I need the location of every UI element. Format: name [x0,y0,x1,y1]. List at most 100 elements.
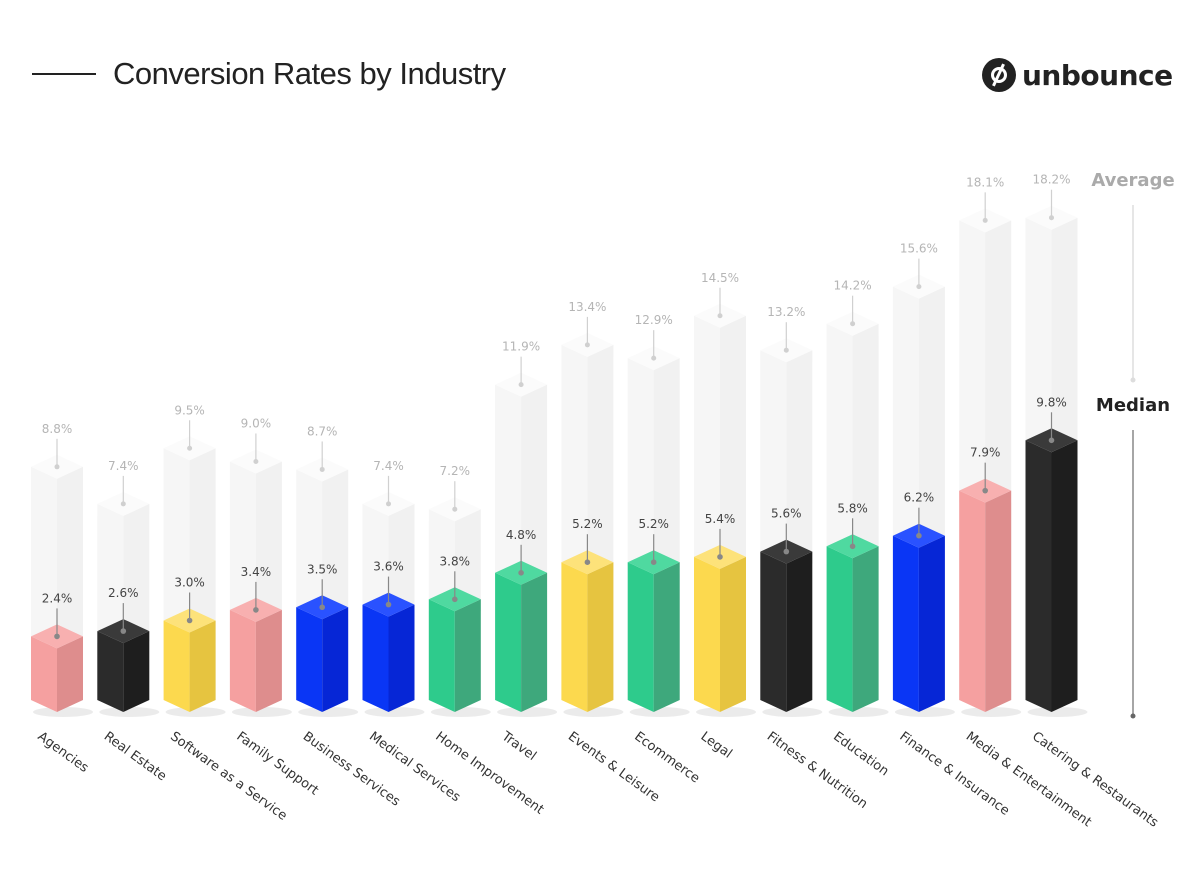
bar-group: 12.9%5.2%Ecommerce [627,313,702,786]
average-label: 7.4% [373,459,404,473]
median-dot [253,607,259,613]
bar-shadow [298,707,359,717]
median-bar-front [892,535,919,712]
category-label: Home Improvement [432,729,546,818]
bar-shadow [961,707,1022,717]
bar-shadow [894,707,955,717]
median-dot [982,487,988,494]
average-label: 18.1% [966,175,1004,189]
median-bar-front [495,572,522,712]
bar-shadow [563,707,624,717]
unbounce-logo: unbounce [982,58,1173,92]
bar-group: 13.2%5.6%Fitness & Nutrition [760,305,870,812]
average-dot [850,321,856,327]
category-label: Media & Entertainment [963,729,1094,830]
average-label: 13.4% [568,300,606,314]
median-label: 5.2% [638,517,669,531]
median-dot [452,596,458,603]
median-bar-front [296,607,323,712]
median-bar-side [653,562,680,712]
average-label: 15.6% [900,242,938,256]
category-label: Catering & Restaurants [1029,729,1161,831]
median-dot [916,532,922,539]
average-label: 7.4% [108,459,139,473]
median-bar-side [985,490,1012,712]
median-label: 3.6% [373,560,404,574]
median-label: 6.2% [904,491,935,505]
average-dot [783,347,789,353]
bar-shadow [165,707,226,717]
median-dot [385,601,392,608]
median-bar-front [163,620,190,712]
category-label: Real Estate [101,729,169,784]
median-bar-front [760,551,787,712]
average-label: 13.2% [767,305,805,319]
average-dot [386,501,391,507]
average-dot [319,466,325,472]
median-dot [849,543,856,550]
bar-group: 14.5% 5.4% Legal [694,271,756,762]
median-bar-side [123,631,150,712]
bar-group: 14.2% 5.8% Education [826,279,891,779]
median-bar-front [97,631,124,712]
bar-shadow [364,707,425,717]
median-bar-side [720,556,746,712]
median-label: 3.8% [440,554,471,568]
title-rule [32,73,96,75]
median-bar-front [561,562,588,712]
median-label: 5.2% [572,517,603,531]
average-label: 8.8% [42,422,73,436]
category-label: Finance & Insurance [897,729,1013,819]
median-bar-side [521,572,548,712]
median-label: 2.6% [108,586,139,600]
median-bar-side [57,636,83,712]
bar-shadow [696,707,756,717]
average-label: 9.0% [241,417,272,431]
legend-average-dot [1130,377,1136,383]
bar-group: 7.4% 2.6% Real Estate [97,459,169,784]
unbounce-logo-icon [982,58,1016,92]
median-dot [584,559,591,565]
median-label: 5.6% [771,507,802,521]
average-dot [916,284,922,290]
median-label: 2.4% [42,591,73,605]
median-bar-side [1051,440,1078,712]
average-dot [651,355,657,361]
median-bar-side [786,551,813,712]
median-bar-side [255,609,282,712]
median-label: 7.9% [970,446,1001,460]
median-bar-front [31,636,57,712]
average-dot [717,313,723,319]
average-label: 11.9% [502,340,540,354]
bars-group: 8.8% 2.4% Agencies 7.4% 2.6% Real Estate 9.5% 3… [31,173,1161,831]
median-bar-front [362,604,389,712]
bar-shadow [629,707,690,717]
median-label: 5.4% [705,512,736,526]
legend-average: Average [1091,170,1174,191]
average-dot [452,506,458,512]
average-label: 14.5% [701,271,739,285]
median-bar-side [852,546,879,712]
bar-group: 11.9% 4.8% Travel [495,340,558,764]
legend-median-dot [1130,713,1136,719]
average-label: 9.5% [174,403,205,417]
logo-text: unbounce [1022,58,1173,92]
average-label: 18.2% [1032,173,1070,187]
average-dot [1049,215,1054,221]
median-bar-front [229,609,256,712]
average-label: 7.2% [440,464,471,478]
bar-shadow [33,707,93,717]
median-bar-front [1025,440,1052,712]
median-bar-front [694,556,720,712]
median-bar-side [322,607,349,712]
average-dot [518,382,524,388]
median-dot [54,633,60,640]
average-dot [584,342,590,348]
median-bar-front [959,490,986,712]
median-dot [120,628,127,634]
average-label: 14.2% [834,279,872,293]
median-dot [518,570,524,576]
average-dot [120,501,126,507]
average-dot [54,464,60,470]
